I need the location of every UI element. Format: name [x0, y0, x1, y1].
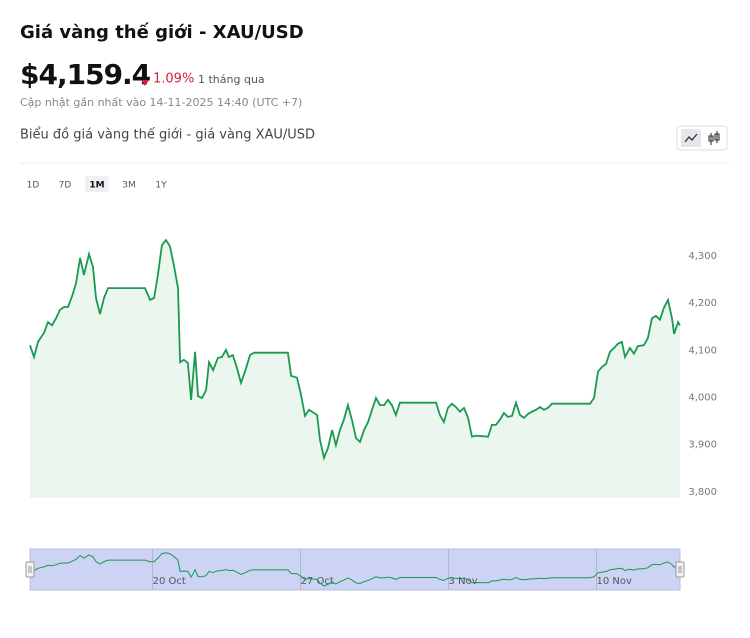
y-tick-label: 4,300	[688, 251, 717, 262]
line-type-button[interactable]	[681, 129, 701, 147]
navigator-label: 10 Nov	[597, 576, 633, 587]
range-button[interactable]: 3M	[122, 181, 136, 191]
page-title: Giá vàng thế giới - XAU/USD	[20, 22, 304, 43]
line-icon	[684, 133, 698, 143]
price-line	[29, 238, 681, 461]
range-button[interactable]: 7D	[59, 181, 72, 191]
y-tick-label: 4,100	[688, 345, 717, 356]
price: $4,159.4	[20, 58, 151, 91]
down-arrow	[141, 80, 149, 86]
navigator-line	[29, 552, 681, 587]
range-button[interactable]: 1Y	[155, 181, 167, 191]
navigator-label: 20 Oct	[153, 576, 186, 587]
navigator-label: 3 Nov	[449, 576, 478, 587]
y-tick-label: 4,000	[688, 393, 717, 404]
chart-subtitle: Biểu đồ giá vàng thế giới - giá vàng XAU…	[20, 128, 315, 143]
navigator-handle[interactable]	[25, 561, 35, 578]
range-button[interactable]: 1D	[27, 181, 40, 191]
navigator-label: 27 Oct	[301, 576, 334, 587]
updated: Cập nhật gần nhất vào 14-11-2025 14:40 (…	[20, 96, 302, 109]
y-tick-label: 3,900	[688, 440, 717, 451]
candle-icon[interactable]	[708, 131, 720, 145]
area	[30, 240, 680, 498]
range-button[interactable]: 1M	[89, 181, 104, 191]
handle-grip	[28, 566, 32, 573]
y-tick-label: 3,800	[688, 487, 717, 498]
handle-grip	[678, 566, 682, 573]
change: 1.09%	[153, 72, 194, 87]
y-tick-label: 4,200	[688, 298, 717, 309]
navigator-handle[interactable]	[675, 561, 685, 578]
navigator	[29, 548, 681, 591]
period: 1 tháng qua	[198, 73, 265, 86]
range-active-bg	[85, 176, 109, 192]
